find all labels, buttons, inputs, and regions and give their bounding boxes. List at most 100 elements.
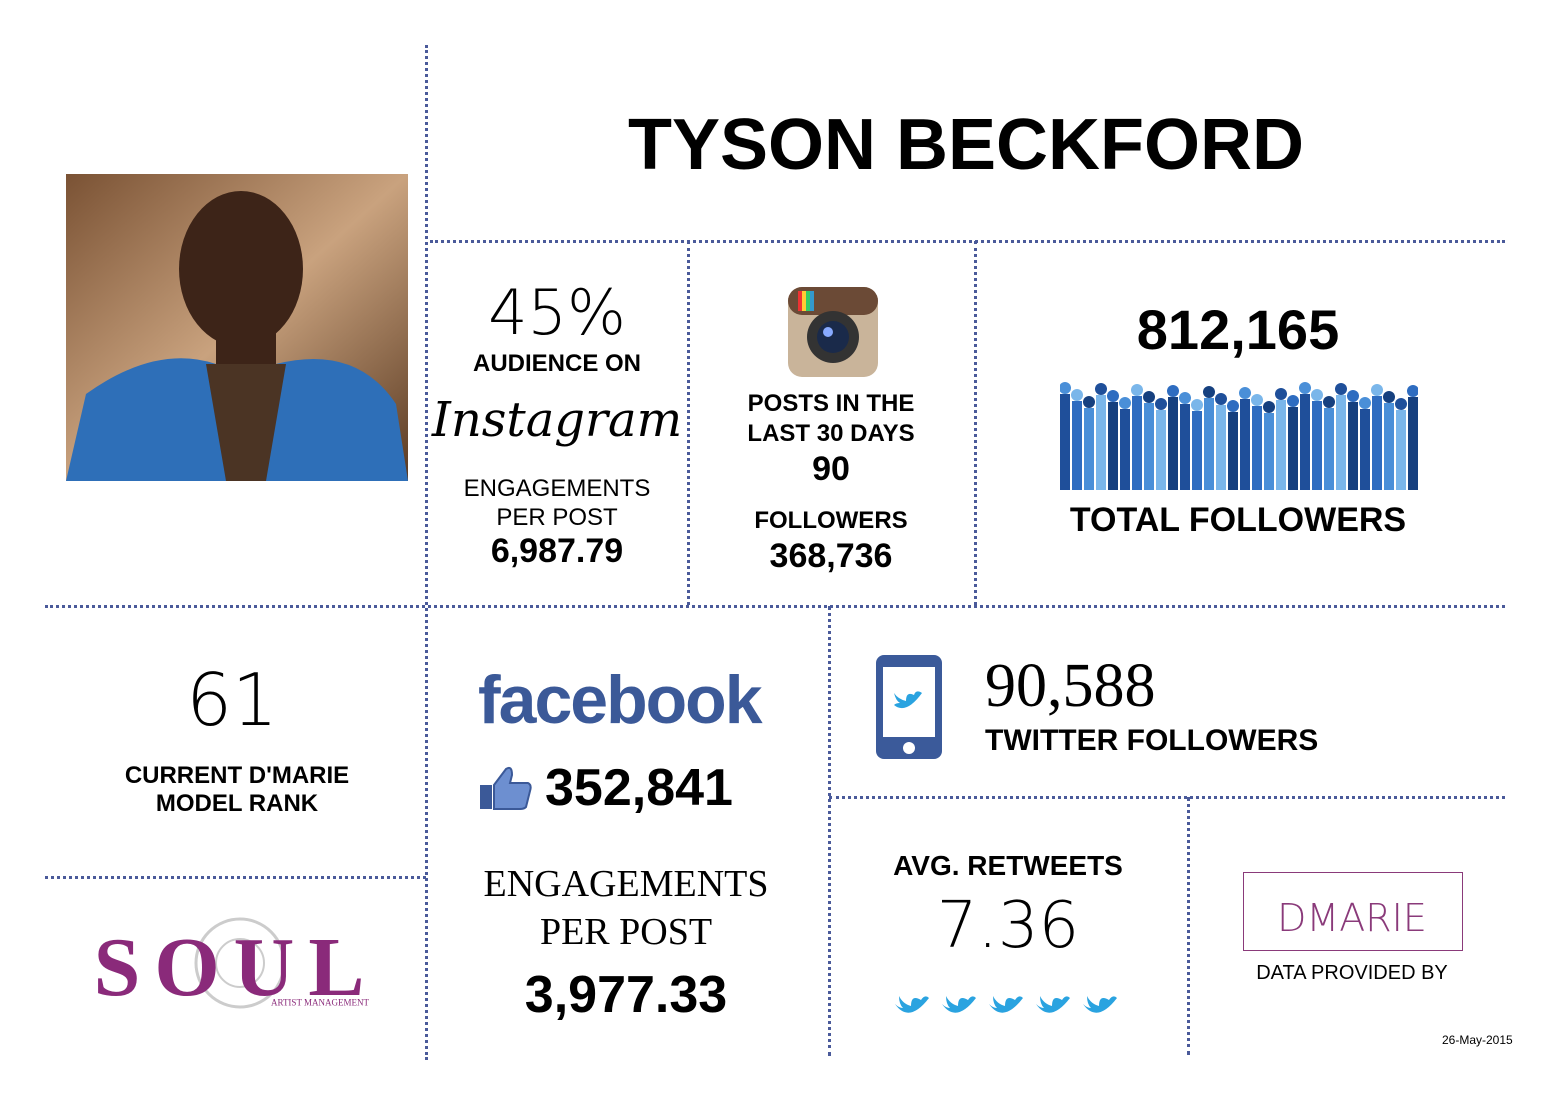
decoration	[1360, 409, 1370, 490]
label: ENGAGEMENTS	[483, 863, 769, 905]
total-followers-label: TOTAL FOLLOWERS	[1069, 501, 1407, 539]
decoration	[1252, 406, 1262, 490]
decoration	[1384, 403, 1394, 490]
label: POSTS IN THE	[747, 390, 915, 417]
divider	[45, 876, 426, 879]
decoration	[1216, 405, 1226, 490]
decoration	[1144, 403, 1154, 490]
twitter-followers-value: 90,588	[985, 652, 1156, 720]
engagements-value: 6,987.79	[490, 532, 624, 570]
title: TYSON BECKFORD	[627, 105, 1305, 185]
decoration	[1107, 390, 1119, 402]
decoration	[1036, 996, 1070, 1013]
decoration	[1227, 400, 1239, 412]
decoration	[1071, 389, 1083, 401]
decoration	[942, 996, 976, 1013]
engagements-value: 3,977.33	[524, 966, 728, 1024]
soul-subtitle: ARTIST MANAGEMENT	[270, 997, 370, 1008]
decoration	[895, 996, 929, 1013]
like-icon	[480, 766, 532, 810]
soul-logo: SOUL	[93, 921, 379, 1014]
decoration	[1371, 384, 1383, 396]
decoration	[1095, 383, 1107, 395]
decoration	[1179, 392, 1191, 404]
decoration	[1096, 395, 1106, 490]
date: 26-May-2015	[1442, 1033, 1513, 1047]
instagram-logo: Instagram	[431, 392, 683, 448]
decoration	[1263, 401, 1275, 413]
audience-percent: 45%	[488, 276, 626, 349]
decoration	[1240, 399, 1250, 490]
rank-value: 61	[186, 658, 278, 742]
twitter-phone-icon	[876, 655, 942, 759]
decoration	[1336, 395, 1346, 490]
decoration	[989, 996, 1023, 1013]
facebook-logo: facebook	[478, 662, 763, 738]
decoration	[1264, 413, 1274, 490]
likes-value: 352,841	[545, 759, 733, 817]
decoration	[1215, 393, 1227, 405]
decoration	[1348, 402, 1358, 490]
posts-value: 90	[812, 450, 850, 488]
decoration	[1108, 402, 1118, 490]
decoration	[1060, 382, 1071, 394]
decoration	[1228, 412, 1238, 490]
decoration	[1323, 396, 1335, 408]
divider	[829, 796, 1505, 799]
decoration	[1131, 384, 1143, 396]
twitter-followers-label: TWITTER FOLLOWERS	[985, 724, 1319, 757]
label: LAST 30 DAYS	[747, 420, 915, 447]
label: PER POST	[539, 911, 713, 953]
decoration	[1119, 397, 1131, 409]
decoration	[1408, 397, 1418, 490]
decoration	[1204, 398, 1214, 490]
divider	[687, 241, 690, 605]
decoration	[1312, 401, 1322, 490]
decoration	[1083, 996, 1117, 1013]
decoration	[1359, 397, 1371, 409]
decoration	[1287, 395, 1299, 407]
decoration	[1288, 407, 1298, 490]
decoration	[1203, 386, 1215, 398]
decoration	[1168, 397, 1178, 490]
decoration	[1084, 408, 1094, 490]
decoration	[1072, 401, 1082, 490]
followers-value: 368,736	[769, 537, 893, 575]
dmarie-box	[1243, 872, 1463, 951]
decoration	[1275, 388, 1287, 400]
provided-by: DATA PROVIDED BY	[1256, 962, 1448, 984]
decoration	[1180, 404, 1190, 490]
divider	[425, 45, 428, 1060]
decoration	[1300, 394, 1310, 490]
decoration	[1251, 394, 1263, 406]
label: FOLLOWERS	[754, 507, 908, 534]
decoration	[1407, 385, 1418, 397]
label: ENGAGEMENTS	[463, 475, 651, 502]
crowd-graphic	[1060, 382, 1418, 490]
decoration	[1155, 398, 1167, 410]
decoration	[1143, 391, 1155, 403]
decoration	[1347, 390, 1359, 402]
retweets-label: AVG. RETWEETS	[893, 850, 1123, 881]
decoration	[1383, 391, 1395, 403]
decoration	[1191, 399, 1203, 411]
label: PER POST	[496, 504, 618, 531]
divider	[974, 241, 977, 605]
total-followers-value: 812,165	[1136, 298, 1340, 361]
decoration	[1395, 398, 1407, 410]
decoration	[1335, 383, 1347, 395]
decoration	[1156, 410, 1166, 490]
decoration	[1324, 408, 1334, 490]
divider	[430, 240, 1505, 243]
decoration	[1083, 396, 1095, 408]
decoration	[1396, 410, 1406, 490]
decoration	[1372, 396, 1382, 490]
divider	[1187, 797, 1190, 1055]
soul-emblem	[194, 917, 286, 1009]
decoration	[1192, 411, 1202, 490]
portrait-photo	[66, 174, 408, 481]
retweets-value: 7.36	[936, 889, 1080, 963]
decoration	[1120, 409, 1130, 490]
instagram-icon	[788, 287, 878, 377]
